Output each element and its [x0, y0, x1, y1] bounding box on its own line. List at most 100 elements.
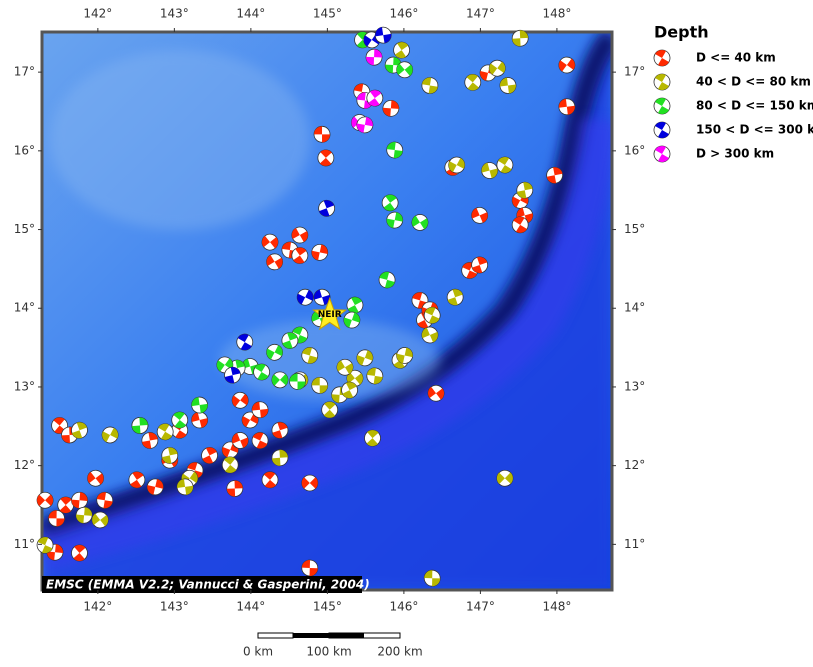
beachball-quadrant [53, 417, 66, 434]
beachball [558, 56, 576, 74]
beachball [421, 77, 439, 94]
beachball-quadrant [448, 157, 465, 173]
beachball [36, 536, 54, 554]
beachball [224, 366, 241, 384]
beachball [653, 49, 671, 67]
beachball [496, 469, 514, 487]
beachball [653, 97, 671, 115]
beachball-quadrant [512, 30, 529, 47]
beachball-quadrant [421, 327, 438, 343]
x-tick-label: 148° [542, 600, 571, 614]
beachball [161, 447, 179, 464]
beachball [317, 149, 335, 167]
beachball-quadrant [386, 212, 403, 228]
beachball [471, 256, 489, 274]
beachball-quadrant [102, 427, 119, 443]
beachball-quadrant [147, 479, 164, 495]
beachball [423, 569, 441, 587]
beachball-quadrant [500, 77, 516, 94]
x-tick-label: 145° [313, 600, 342, 614]
beachball-quadrant [320, 149, 332, 166]
beachball-quadrant [73, 545, 86, 561]
beachball [51, 417, 68, 434]
beachball-quadrant [266, 345, 283, 360]
y-tick-label: 16° [624, 143, 645, 157]
beachball [511, 216, 529, 234]
beachball-quadrant [323, 401, 336, 418]
beachball-quadrant [130, 471, 144, 488]
beachball [393, 41, 410, 59]
beachball-quadrant [424, 307, 440, 324]
y-tick-label: 11° [14, 537, 35, 551]
beachball [386, 211, 404, 229]
beachball [191, 396, 209, 414]
beachball-quadrant [496, 472, 513, 484]
beachball [251, 432, 269, 449]
beachball [141, 432, 159, 449]
beachball-quadrant [271, 374, 288, 386]
y-tick-label: 12° [14, 458, 35, 472]
x-tick-label: 147° [466, 600, 495, 614]
beachball-quadrant [347, 297, 362, 314]
beachball-quadrant [87, 471, 104, 485]
beachball [653, 121, 671, 139]
beachball-quadrant [356, 350, 373, 366]
beachball-quadrant [131, 417, 148, 434]
beachball [261, 471, 279, 489]
beachball-quadrant [481, 162, 498, 179]
beachball-quadrant [223, 456, 237, 473]
beachball-quadrant [202, 447, 217, 464]
beachball [261, 233, 279, 251]
beachball [356, 349, 374, 367]
beachball [271, 371, 289, 389]
beachball [346, 296, 364, 314]
beachball-quadrant [272, 422, 288, 439]
beachball-quadrant [252, 401, 269, 418]
beachball-quadrant [177, 478, 194, 495]
credit: EMSC (EMMA V2.2; Vannucci & Gasperini, 2… [42, 576, 370, 593]
beachball [341, 381, 358, 399]
beachball [87, 469, 104, 487]
beachball-quadrant [301, 559, 318, 576]
beachball-quadrant [489, 61, 506, 75]
scale-label: 200 km [377, 645, 422, 659]
beachball-quadrant [516, 207, 533, 224]
beachball-quadrant [242, 413, 259, 427]
beachball-quadrant [655, 98, 669, 114]
beachball-quadrant [71, 422, 88, 439]
beachball [366, 89, 384, 107]
beachball [318, 199, 336, 217]
beachball [253, 363, 270, 381]
beachball [231, 432, 249, 449]
y-tick-label: 11° [624, 537, 645, 551]
beachball [381, 194, 399, 212]
beachball [281, 332, 299, 349]
beachball [496, 156, 514, 174]
beachball [156, 423, 174, 441]
beachball [71, 544, 88, 562]
x-tick-label: 144° [236, 7, 265, 21]
x-tick-label: 143° [160, 7, 189, 21]
beachball [251, 401, 269, 419]
beachball-quadrant [356, 92, 373, 109]
beachball-quadrant [224, 367, 241, 384]
beachball [271, 449, 289, 467]
beachball [289, 373, 306, 390]
beachball-quadrant [366, 367, 383, 384]
beachball-quadrant [59, 497, 72, 513]
beachball-quadrant [232, 393, 249, 407]
y-tick-label: 14° [624, 301, 645, 315]
beachball-quadrant [92, 513, 109, 527]
beachball-quadrant [386, 142, 403, 158]
beachball [128, 471, 146, 489]
beachball-quadrant [366, 430, 379, 447]
y-tick-label: 17° [14, 65, 35, 79]
beachball-quadrant [447, 289, 463, 306]
x-tick-label: 145° [313, 7, 342, 21]
beachball [36, 491, 54, 509]
beachball [421, 326, 439, 344]
beachball [226, 480, 244, 497]
beachball [301, 347, 319, 364]
beachball-quadrant [383, 194, 397, 211]
